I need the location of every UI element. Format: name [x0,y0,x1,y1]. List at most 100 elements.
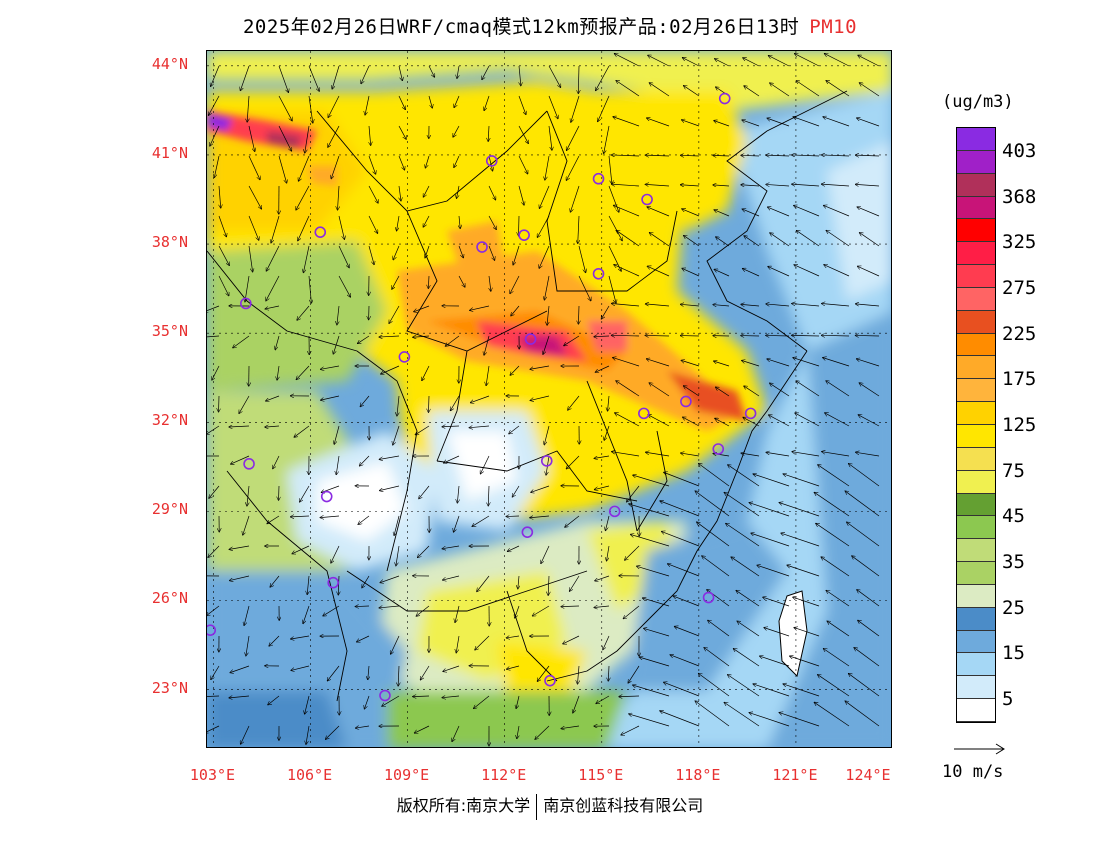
wind-vector [418,545,430,557]
wind-vector [594,455,610,458]
wind-vector [578,245,586,273]
wind-vector [364,695,370,709]
wind-vector [681,155,700,156]
lat-tick-label: 35°N [151,322,188,341]
wind-vector [695,491,730,517]
wind-vector [796,81,820,97]
boundaries [207,90,848,702]
wind-vector [477,575,490,591]
city-marker [638,407,650,420]
wind-vector [794,265,820,277]
wind-vector [442,426,460,427]
colorbar-segment [957,493,995,517]
wind-vector [414,725,430,733]
wind-vector [275,335,280,350]
wind-vector [518,95,526,114]
wind-vector [450,395,460,411]
wind-vector [648,415,670,427]
wind-vector [664,682,700,697]
wind-vector [219,185,221,208]
wind-vector [278,155,287,183]
city-marker [320,490,333,503]
wind-vector [305,695,310,714]
wind-vector [511,305,520,316]
wind-vector [611,155,640,156]
wind-vector [207,605,220,616]
wind-vector [741,453,760,457]
wind-vector [296,185,310,210]
wind-vector [681,185,700,186]
wind-vector [428,275,429,288]
wind-vector [751,533,790,547]
wind-vector [530,395,550,400]
wind-vector [296,365,310,379]
wind-vector [697,522,730,547]
wind-vector [623,605,640,619]
wind-vector [770,233,790,247]
wind-vector [660,501,700,517]
wind-vector [445,335,460,346]
wind-vector [416,605,430,616]
wind-vector [561,725,580,729]
wind-vector [858,620,880,637]
map-panel[interactable] [206,50,892,748]
wind-vector [394,515,400,535]
wind-vector [457,185,460,198]
wind-vector [682,120,700,127]
wind-vector [246,635,250,656]
wind-vector [595,365,610,372]
wind-vector [419,485,430,499]
wind-vector [548,95,558,119]
wind-vector [826,81,850,97]
wind-vector [267,515,280,524]
wind-vector [818,675,850,697]
wind-vector [714,269,730,277]
wind-vector [769,415,790,427]
wind-vector [766,184,790,186]
wind-vector [664,472,700,487]
wind-vector [541,545,550,563]
wind-vector [570,185,580,212]
wind-vector [726,524,760,547]
wind-vector [413,336,430,337]
wind-vector [564,335,580,346]
wind-vector [397,215,400,231]
wind-vector [724,702,760,727]
colorbar-label: 25 [1002,596,1025,619]
wind-vector [847,522,880,547]
wind-vector [770,83,790,97]
wind-vector [856,452,880,457]
wind-vector [646,359,670,367]
wind-vector [857,590,880,607]
wind-vector [389,305,400,323]
wind-vector [645,155,670,156]
wind-vector [515,605,520,618]
wind-vector [506,636,520,638]
wind-vector [368,245,374,265]
wind-vector [741,185,760,186]
wind-vector [530,365,550,369]
wind-vector [486,365,490,385]
wind-vector [518,155,528,174]
wind-vector [684,86,700,97]
wind-vector [826,591,850,607]
wind-vector [639,657,670,667]
wind-vector [397,395,399,416]
wind-vector [567,125,580,150]
wind-vector [795,54,820,67]
wind-vector [442,545,460,549]
wind-vector [543,335,550,354]
wind-vector [454,95,460,107]
wind-vector [509,425,520,434]
wind-vector [306,725,310,744]
wind-vector [781,533,820,547]
wind-vector [422,365,430,380]
wind-vector [793,117,820,127]
wind-vector [537,215,550,237]
wind-vector [369,125,371,145]
wind-vector [629,714,670,727]
wind-vector [303,605,310,623]
colorbar-segment [957,470,995,494]
wind-vector [443,575,460,580]
wind-vectors [207,54,880,746]
